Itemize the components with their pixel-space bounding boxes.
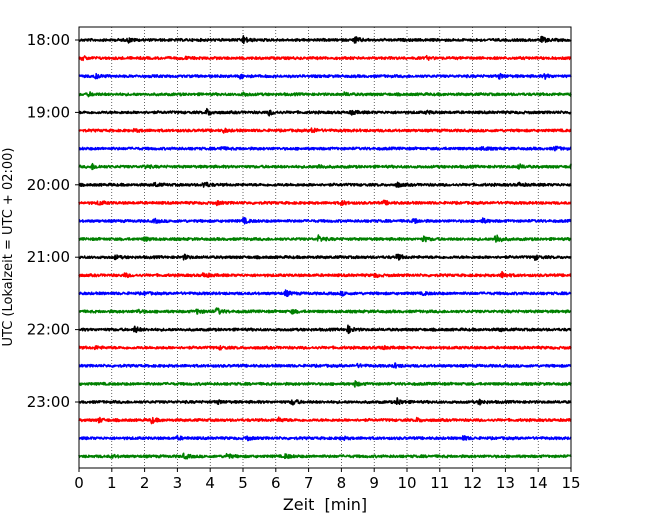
y-tick-label: 23:00	[27, 393, 70, 411]
trace-layer	[78, 35, 572, 460]
y-tick-label: 22:00	[27, 321, 70, 339]
y-tick-layer: 18:00 19:00 20:00 21:00 22:00 23:00	[27, 31, 79, 411]
x-tick-label: 6	[271, 474, 281, 492]
plot-frame	[78, 26, 572, 469]
trace-1830	[78, 72, 572, 80]
x-tick-label: 0	[74, 474, 84, 492]
trace-1930	[78, 145, 572, 152]
x-tick-label: 11	[430, 474, 449, 492]
trace-1845	[78, 91, 572, 98]
y-tick-label: 20:00	[27, 176, 70, 194]
trace-2245	[78, 380, 572, 388]
trace-1945	[78, 162, 572, 171]
trace-2015	[78, 199, 572, 207]
trace-2115	[78, 270, 572, 279]
trace-1800	[78, 35, 572, 45]
trace-2145	[78, 307, 572, 315]
trace-2045	[78, 234, 572, 243]
plot-area	[79, 27, 571, 468]
trace-2100	[78, 253, 572, 261]
x-tick-layer: 0 1 2 3 4 5 6 7 8 9 10 11 12 13 14 15	[74, 468, 581, 492]
x-tick-label: 3	[173, 474, 183, 492]
x-tick-label: 1	[107, 474, 117, 492]
trace-2300	[78, 397, 572, 406]
x-tick-label: 4	[205, 474, 215, 492]
trace-2345	[78, 452, 572, 460]
y-tick-label: 21:00	[27, 248, 70, 266]
trace-2000	[78, 181, 572, 188]
x-tick-label: 12	[463, 474, 482, 492]
y-tick-label: 18:00	[27, 31, 70, 49]
x-tick-label: 9	[369, 474, 379, 492]
trace-2200	[78, 324, 572, 335]
x-tick-label: 14	[529, 474, 548, 492]
x-tick-label: 10	[397, 474, 416, 492]
y-axis-label: UTC (Lokalzeit = UTC + 02:00)	[1, 148, 16, 347]
trace-1815	[78, 54, 572, 62]
trace-2030	[78, 216, 572, 225]
x-tick-label: 7	[304, 474, 314, 492]
x-tick-label: 5	[238, 474, 248, 492]
trace-2130	[78, 289, 572, 298]
y-tick-label: 19:00	[27, 103, 70, 121]
trace-2230	[78, 362, 572, 369]
trace-2330	[78, 434, 572, 442]
trace-1900	[78, 107, 572, 117]
x-tick-label: 13	[496, 474, 515, 492]
x-tick-label: 2	[140, 474, 150, 492]
x-tick-label: 15	[561, 474, 580, 492]
trace-2215	[78, 344, 572, 351]
trace-2315	[78, 416, 572, 425]
x-axis-label: Zeit [min]	[283, 495, 367, 514]
trace-1915	[78, 127, 572, 134]
x-tick-label: 8	[337, 474, 347, 492]
